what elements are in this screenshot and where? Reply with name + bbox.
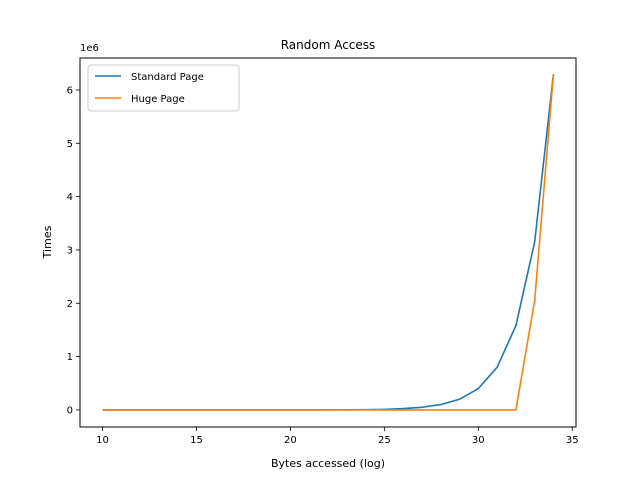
y-tick-label: 0 <box>67 405 73 416</box>
chart-title: Random Access <box>281 38 376 52</box>
y-tick-label: 1 <box>67 352 73 363</box>
y-tick-label: 6 <box>67 85 73 96</box>
x-tick-label: 25 <box>378 435 391 446</box>
legend: Standard Page Huge Page <box>87 64 240 112</box>
y-tick-label: 4 <box>67 192 73 203</box>
x-tick-label: 10 <box>96 435 109 446</box>
series-lines <box>102 73 555 411</box>
x-tick-label: 35 <box>566 435 579 446</box>
y-offset-text: 1e6 <box>80 43 99 54</box>
y-axis-label: Times <box>41 225 54 259</box>
y-tick-label: 5 <box>67 139 73 150</box>
x-tick-label: 15 <box>190 435 203 446</box>
y-tick-label: 3 <box>67 245 73 256</box>
x-axis: 10 15 20 25 30 35 <box>96 427 579 446</box>
legend-label-huge-page: Huge Page <box>131 94 185 105</box>
x-tick-label: 30 <box>472 435 485 446</box>
x-tick-label: 20 <box>284 435 297 446</box>
x-axis-label: Bytes accessed (log) <box>271 457 385 470</box>
y-tick-label: 2 <box>67 299 73 310</box>
plot-frame <box>79 57 577 428</box>
y-axis: 0 1 2 3 4 5 6 <box>67 85 80 416</box>
legend-box <box>87 64 240 112</box>
legend-label-standard-page: Standard Page <box>131 72 204 83</box>
series-line-huge-page <box>102 73 555 411</box>
